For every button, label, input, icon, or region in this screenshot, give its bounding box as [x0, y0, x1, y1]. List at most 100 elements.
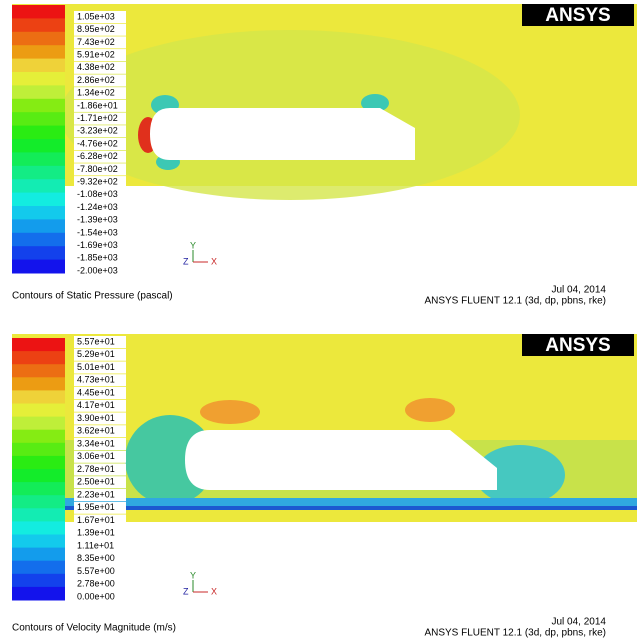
colorbar-label: -3.23e+02: [77, 126, 118, 136]
colorbar-label: 1.95e+01: [77, 502, 115, 512]
colorbar-label: 4.73e+01: [77, 375, 115, 385]
colorbar-swatch: [12, 112, 65, 126]
colorbar-label: 1.05e+03: [77, 11, 115, 21]
colorbar-label: 1.67e+01: [77, 515, 115, 525]
colorbar-label: 1.11e+01: [77, 540, 114, 550]
axis-label: X: [211, 256, 217, 266]
colorbar-label: 5.91e+02: [77, 49, 115, 59]
colorbar-swatch: [12, 469, 65, 483]
colorbar-label: -1.39e+03: [77, 215, 118, 225]
colorbar-label: 3.90e+01: [77, 413, 115, 423]
colorbar-swatch: [12, 45, 65, 59]
colorbar-swatch: [12, 99, 65, 113]
colorbar-label: 3.06e+01: [77, 451, 115, 461]
axis-label: Y: [190, 570, 196, 580]
colorbar-swatch: [12, 574, 65, 588]
colorbar-swatch: [12, 587, 65, 601]
colorbar-swatch: [12, 508, 65, 522]
colorbar-label: 3.34e+01: [77, 438, 115, 448]
colorbar-swatch: [12, 166, 65, 180]
colorbar-swatch: [12, 219, 65, 233]
colorbar-swatch: [12, 193, 65, 207]
colorbar-label: 5.57e+00: [77, 566, 115, 576]
colorbar-label: 5.01e+01: [77, 362, 115, 372]
colorbar-label: -1.71e+02: [77, 113, 118, 123]
date: Jul 04, 2014: [552, 285, 607, 296]
colorbar-swatch: [12, 456, 65, 470]
axis-label: Z: [183, 586, 189, 596]
colorbar-label: 3.62e+01: [77, 426, 115, 436]
colorbar-swatch: [12, 430, 65, 444]
colorbar-swatch: [12, 72, 65, 86]
caption: Contours of Velocity Magnitude (m/s): [12, 623, 176, 634]
body-shape: [150, 108, 415, 160]
colorbar-label: 2.86e+02: [77, 75, 115, 85]
colorbar-label: 1.34e+02: [77, 88, 115, 98]
colorbar-swatch: [12, 390, 65, 404]
colorbar-swatch: [12, 85, 65, 99]
colorbar-label: -1.85e+03: [77, 253, 118, 263]
colorbar-label: 4.45e+01: [77, 387, 115, 397]
colorbar-swatch: [12, 338, 65, 352]
colorbar-label: 0.00e+00: [77, 591, 115, 601]
colorbar-swatch: [12, 139, 65, 153]
colorbar-label: 2.78e+01: [77, 464, 115, 474]
colorbar-swatch: [12, 535, 65, 549]
contour-region: [200, 400, 260, 424]
colorbar-label: 2.50e+01: [77, 477, 115, 487]
colorbar-swatch: [12, 59, 65, 73]
colorbar-label: -7.80e+02: [77, 164, 118, 174]
figure: 1.05e+03 8.95e+02 7.43e+02 5.91e+02 4.38e+02…: [0, 0, 637, 639]
colorbar-label: 8.95e+02: [77, 24, 115, 34]
colorbar-swatch: [12, 404, 65, 418]
colorbar-label: 5.29e+01: [77, 349, 115, 359]
logo: ANSYS: [545, 335, 610, 356]
colorbar-swatch: [12, 152, 65, 166]
contour-region: [405, 398, 455, 422]
colorbar-label: -1.69e+03: [77, 240, 118, 250]
colorbar-swatch: [12, 179, 65, 193]
colorbar-swatch: [12, 482, 65, 496]
colorbar-swatch: [12, 377, 65, 391]
colorbar-label: 7.43e+02: [77, 37, 115, 47]
colorbar-label: -6.28e+02: [77, 151, 118, 161]
colorbar-label: -1.86e+01: [77, 100, 118, 110]
colorbar-swatch: [12, 126, 65, 140]
colorbar-swatch: [12, 495, 65, 509]
colorbar-swatch: [12, 351, 65, 365]
colorbar-swatch: [12, 246, 65, 260]
colorbar-label: -1.08e+03: [77, 189, 118, 199]
colorbar-label: -4.76e+02: [77, 138, 118, 148]
colorbar-swatch: [12, 32, 65, 46]
axis-label: Y: [190, 240, 196, 250]
colorbar-label: -2.00e+03: [77, 265, 118, 275]
colorbar-swatch: [12, 206, 65, 220]
colorbar-swatch: [12, 521, 65, 535]
contour-panel: 1.05e+03 8.95e+02 7.43e+02 5.91e+02 4.38e+02…: [12, 4, 637, 307]
body-shape: [185, 430, 497, 490]
axis-label: Z: [183, 256, 189, 266]
logo: ANSYS: [545, 5, 610, 26]
colorbar-swatch: [12, 5, 65, 19]
colorbar-label: 4.38e+02: [77, 62, 115, 72]
colorbar-swatch: [12, 18, 65, 32]
colorbar-label: 1.39e+01: [77, 528, 115, 538]
axis-label: X: [211, 586, 217, 596]
colorbar-label: 2.78e+00: [77, 579, 115, 589]
colorbar-label: -1.24e+03: [77, 202, 118, 212]
colorbar-swatch: [12, 233, 65, 247]
software: ANSYS FLUENT 12.1 (3d, dp, pbns, rke): [424, 628, 606, 639]
colorbar-label: 2.23e+01: [77, 489, 115, 499]
colorbar-label: -9.32e+02: [77, 176, 118, 186]
software: ANSYS FLUENT 12.1 (3d, dp, pbns, rke): [424, 296, 606, 307]
contour-panel: 5.57e+01 5.29e+01 5.01e+01 4.73e+01 4.45e+01…: [12, 334, 637, 639]
colorbar-label: 8.35e+00: [77, 553, 115, 563]
colorbar-swatch: [12, 364, 65, 378]
colorbar-swatch: [12, 548, 65, 562]
colorbar-swatch: [12, 417, 65, 431]
colorbar-swatch: [12, 443, 65, 457]
colorbar-label: 5.57e+01: [77, 336, 115, 346]
colorbar-label: -1.54e+03: [77, 227, 118, 237]
date: Jul 04, 2014: [552, 617, 607, 628]
colorbar-swatch: [12, 260, 65, 274]
